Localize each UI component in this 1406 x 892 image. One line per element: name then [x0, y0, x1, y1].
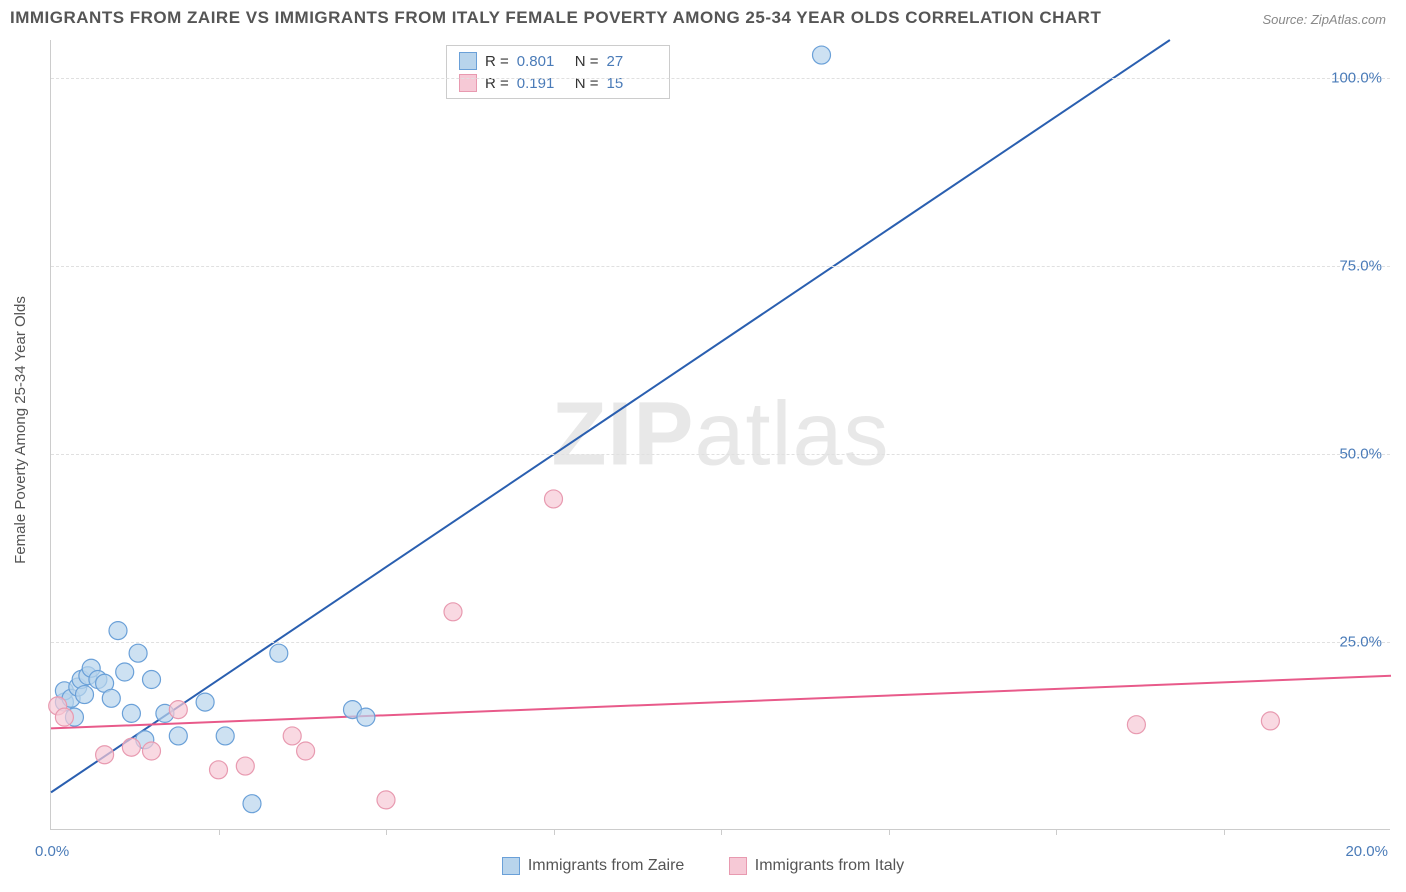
data-point: [169, 727, 187, 745]
y-axis-label: Female Poverty Among 25-34 Year Olds: [12, 296, 29, 564]
bottom-legend: Immigrants from Zaire Immigrants from It…: [0, 857, 1406, 880]
gridline: [51, 266, 1390, 267]
data-point: [357, 708, 375, 726]
legend-swatch-italy: [729, 857, 747, 875]
y-tick-label: 50.0%: [1339, 445, 1382, 462]
chart-title: IMMIGRANTS FROM ZAIRE VS IMMIGRANTS FROM…: [10, 8, 1101, 28]
plot-area: ZIPatlas R = 0.801 N = 27 R = 0.191 N = …: [50, 40, 1390, 830]
data-point: [297, 742, 315, 760]
legend-item-zaire: Immigrants from Zaire: [502, 857, 684, 875]
gridline: [51, 642, 1390, 643]
data-point: [1127, 716, 1145, 734]
data-point: [216, 727, 234, 745]
data-point: [116, 663, 134, 681]
data-point: [96, 746, 114, 764]
data-point: [55, 708, 73, 726]
data-point: [1261, 712, 1279, 730]
legend-label-italy: Immigrants from Italy: [755, 857, 904, 875]
data-point: [169, 701, 187, 719]
legend-item-italy: Immigrants from Italy: [729, 857, 904, 875]
data-point: [236, 757, 254, 775]
x-tick: [889, 829, 890, 835]
data-point: [143, 742, 161, 760]
data-point: [76, 686, 94, 704]
legend-label-zaire: Immigrants from Zaire: [528, 857, 684, 875]
legend-swatch-zaire: [502, 857, 520, 875]
data-point: [444, 603, 462, 621]
y-tick-label: 25.0%: [1339, 633, 1382, 650]
data-point: [102, 689, 120, 707]
source-attribution: Source: ZipAtlas.com: [1262, 12, 1386, 27]
y-tick-label: 100.0%: [1331, 69, 1382, 86]
data-point: [243, 795, 261, 813]
data-point: [813, 46, 831, 64]
x-tick: [1056, 829, 1057, 835]
data-point: [377, 791, 395, 809]
data-point: [545, 490, 563, 508]
x-tick: [1224, 829, 1225, 835]
data-point: [129, 644, 147, 662]
data-point: [270, 644, 288, 662]
data-point: [122, 738, 140, 756]
gridline: [51, 78, 1390, 79]
x-tick: [554, 829, 555, 835]
data-point: [143, 671, 161, 689]
trend-line: [51, 676, 1391, 729]
data-point: [122, 704, 140, 722]
y-tick-label: 75.0%: [1339, 257, 1382, 274]
chart-svg: [51, 40, 1390, 829]
data-point: [283, 727, 301, 745]
data-point: [109, 622, 127, 640]
data-point: [196, 693, 214, 711]
x-tick: [721, 829, 722, 835]
x-tick: [219, 829, 220, 835]
trend-line: [51, 40, 1170, 792]
data-point: [210, 761, 228, 779]
gridline: [51, 454, 1390, 455]
x-tick: [386, 829, 387, 835]
